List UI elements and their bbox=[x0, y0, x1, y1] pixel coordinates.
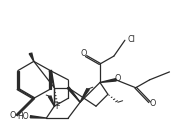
Polygon shape bbox=[49, 71, 54, 88]
Polygon shape bbox=[80, 89, 89, 102]
Polygon shape bbox=[29, 53, 34, 61]
Text: Cl: Cl bbox=[127, 35, 135, 44]
Polygon shape bbox=[48, 96, 54, 106]
Polygon shape bbox=[67, 87, 80, 102]
Text: O: O bbox=[115, 74, 121, 83]
Polygon shape bbox=[30, 116, 46, 118]
Text: HO: HO bbox=[17, 112, 29, 121]
Text: O: O bbox=[81, 49, 87, 58]
Text: O: O bbox=[9, 111, 16, 120]
Polygon shape bbox=[100, 79, 116, 82]
Text: F: F bbox=[56, 102, 60, 111]
Text: O: O bbox=[150, 99, 156, 108]
